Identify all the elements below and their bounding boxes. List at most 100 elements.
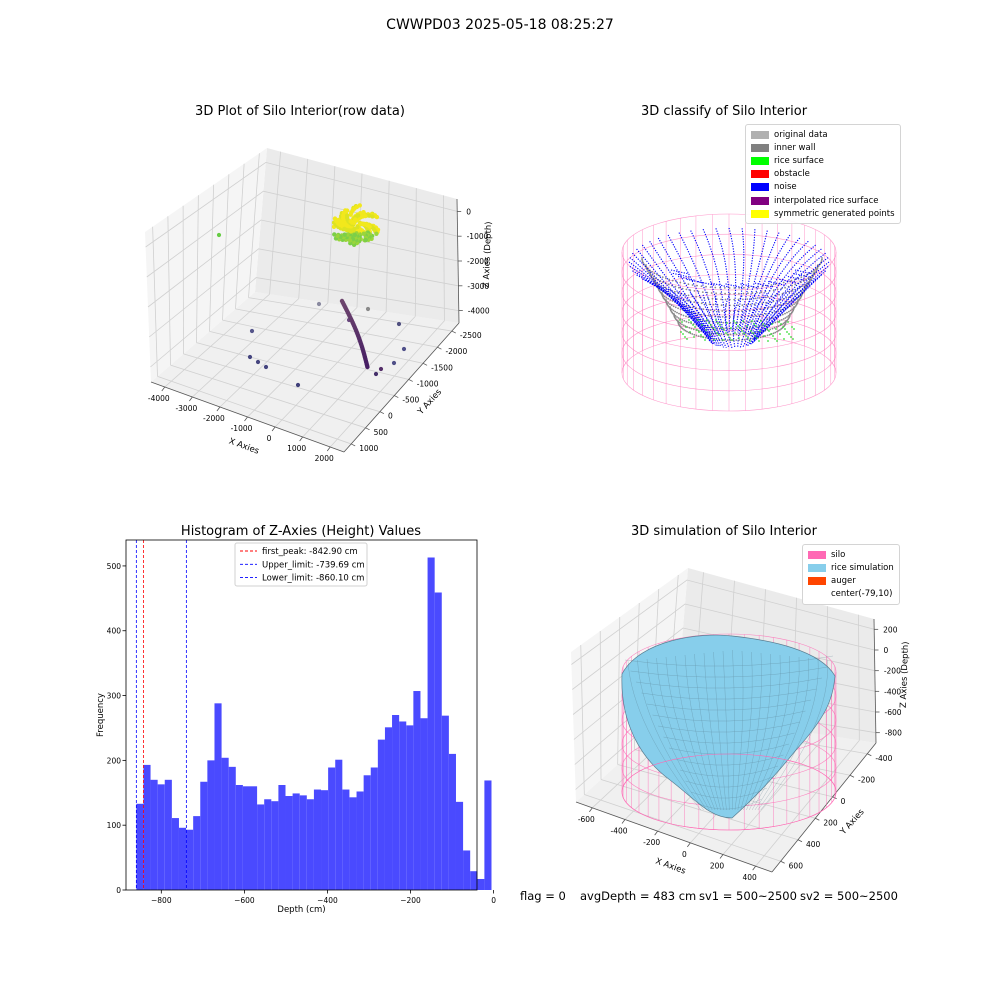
rice-point xyxy=(743,332,745,334)
legend-label: inner wall xyxy=(774,142,816,153)
wall-point xyxy=(665,300,668,303)
rice-point xyxy=(723,329,725,331)
histogram-bar xyxy=(136,803,144,890)
rice-point xyxy=(741,330,743,332)
y-tick xyxy=(422,362,428,366)
rice-point xyxy=(698,331,700,333)
wall-point xyxy=(682,324,685,327)
rice-point xyxy=(686,338,688,340)
rice-point xyxy=(713,339,715,341)
legend-entry: symmetric generated points xyxy=(751,207,895,220)
y-axis-label: Y Axies xyxy=(838,807,867,838)
plot-frame xyxy=(125,539,478,891)
x-tick xyxy=(326,446,331,452)
x-tick-label: 200 xyxy=(710,862,725,871)
wall-point xyxy=(706,291,709,294)
wall-point xyxy=(760,291,763,293)
z-tick-label: -200 xyxy=(884,667,901,676)
mesh-line xyxy=(641,688,817,700)
blob-point xyxy=(332,216,338,221)
histogram-bar xyxy=(193,816,201,890)
wall-point xyxy=(721,310,724,312)
y-tick-label: 600 xyxy=(789,861,804,870)
simulation-3d-plot[interactable]: -600 -400 -200 0 200 400 600 400 200 0 -200 -400 200… xyxy=(500,500,1000,900)
mesh-line xyxy=(760,659,828,811)
wall-point xyxy=(749,303,752,306)
wall-point xyxy=(742,298,744,301)
legend-box xyxy=(234,542,368,587)
x-tick-label: 0 xyxy=(682,850,687,859)
blob-point xyxy=(344,213,350,218)
rice-point xyxy=(758,340,760,342)
histogram-bar xyxy=(370,767,378,890)
classify-legend: original data inner wall rice surface obsta… xyxy=(745,124,901,225)
y-tick-label: -500 xyxy=(402,396,419,405)
scatter-point xyxy=(401,346,407,352)
wall-point xyxy=(773,326,776,329)
wall-point xyxy=(679,322,682,325)
wall-point xyxy=(726,339,729,341)
wall-point xyxy=(784,317,787,319)
raw-3d-plot[interactable]: -4000 -3000 -2000 -1000 0 1000 2000 1000 500 0 -50… xyxy=(0,0,500,500)
y-gridline xyxy=(600,779,799,841)
scatter-point xyxy=(216,232,222,238)
wall-point xyxy=(697,313,699,315)
mesh-line xyxy=(675,655,716,811)
x-gridline xyxy=(858,614,860,741)
x-axis-label: X Axies xyxy=(654,857,687,877)
wall-point xyxy=(711,332,714,335)
wall-point xyxy=(681,328,684,330)
rice-point xyxy=(787,321,789,323)
mesh-line xyxy=(646,699,812,711)
wall-point xyxy=(769,328,772,331)
wall-point xyxy=(669,307,672,310)
wall-point xyxy=(718,315,720,318)
classify-3d-plot[interactable]: -600-400-20002004006004002000-200-400-60… xyxy=(500,0,1000,500)
x-tick xyxy=(621,819,626,824)
noise-stroke xyxy=(710,282,730,288)
scatter-point xyxy=(249,328,255,334)
histogram-bar xyxy=(455,801,464,890)
wall-point xyxy=(736,327,738,330)
legend-label: rice simulation xyxy=(831,562,894,573)
histogram-bar xyxy=(292,793,300,890)
rice-simulation-surface xyxy=(621,634,836,819)
histogram-chart[interactable]: −800 −600 −400 −200 0 0 100 200 300 400 500 Depth (… xyxy=(0,500,500,920)
wall-point xyxy=(735,333,738,336)
histogram-bar xyxy=(157,784,165,890)
y-tick xyxy=(849,774,855,778)
wall-point xyxy=(641,260,644,263)
wall-point xyxy=(687,316,690,319)
wall-point xyxy=(681,323,683,326)
wall-point xyxy=(761,302,764,305)
noise-stroke xyxy=(678,232,722,334)
wall-point xyxy=(788,310,790,313)
wall-point xyxy=(765,313,767,315)
wall-point xyxy=(774,331,777,334)
wall-point xyxy=(771,317,774,319)
wall-point xyxy=(653,272,656,275)
legend-entry: obstacle xyxy=(751,168,895,181)
rice-point xyxy=(753,323,755,325)
wall-point xyxy=(671,308,673,311)
wall-point xyxy=(776,330,778,333)
wall-point xyxy=(776,320,779,323)
mesh-line xyxy=(731,649,735,811)
rice-point xyxy=(788,333,790,335)
wall-point xyxy=(677,320,679,323)
rice-point xyxy=(726,322,728,324)
wall-point xyxy=(738,292,740,295)
x-tick-label: 2000 xyxy=(315,454,334,463)
y-tick xyxy=(867,753,872,757)
legend-label: symmetric generated points xyxy=(774,208,895,219)
z-axis-label: Z Axies (Depth) xyxy=(899,641,911,708)
mesh-line xyxy=(703,652,724,811)
mesh-line xyxy=(627,660,701,811)
rice-point xyxy=(696,329,698,331)
wall-point xyxy=(704,302,707,305)
wall-point xyxy=(772,289,775,292)
noise-stroke xyxy=(677,275,697,282)
rice-point xyxy=(763,335,765,337)
rice-point xyxy=(790,336,792,338)
wall-point xyxy=(737,304,740,307)
